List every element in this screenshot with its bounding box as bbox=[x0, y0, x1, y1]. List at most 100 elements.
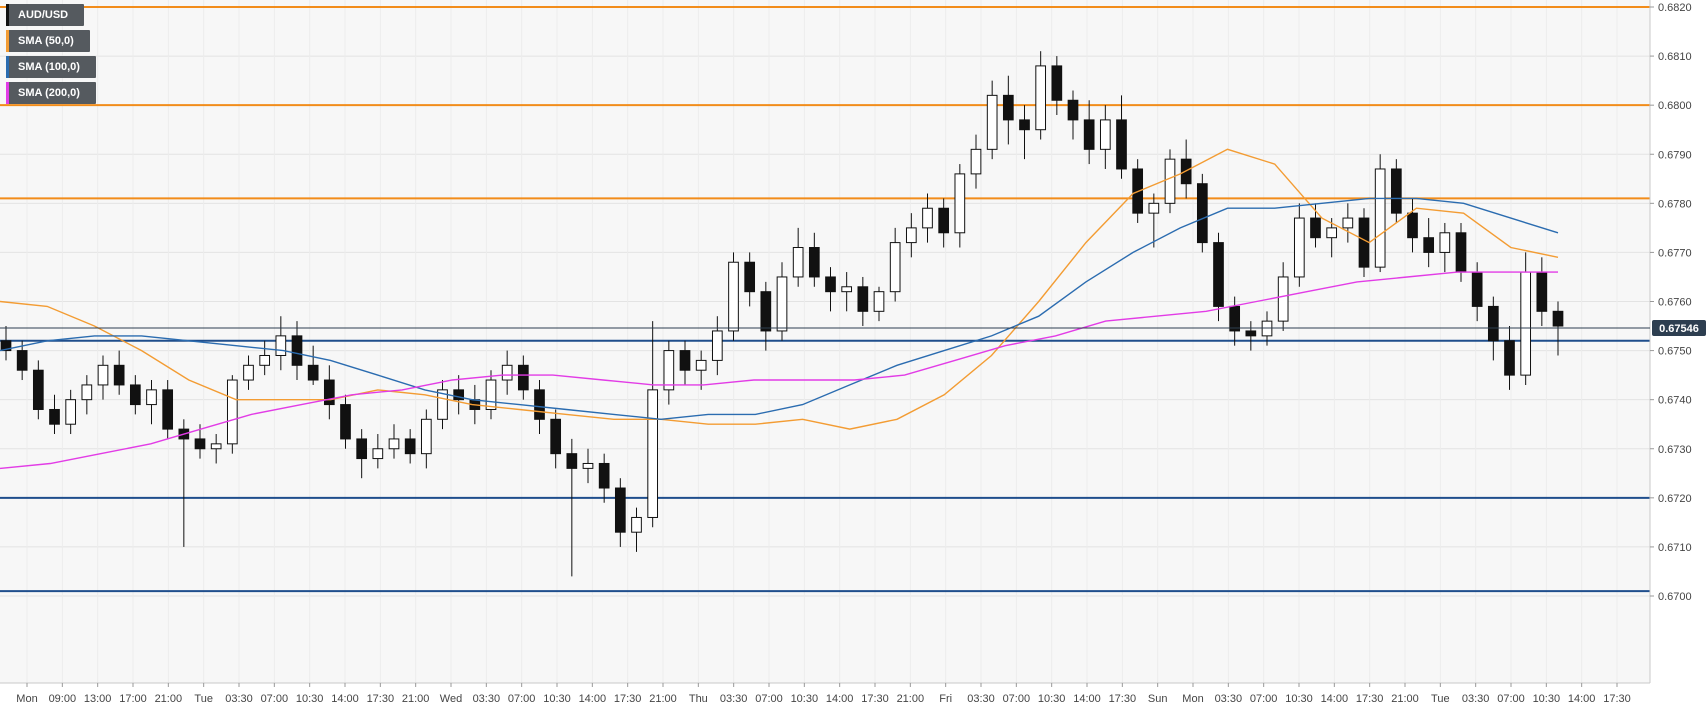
candle-body-66 bbox=[1067, 99, 1079, 121]
candle-27 bbox=[437, 380, 448, 430]
candle-89 bbox=[1439, 222, 1451, 273]
candle-31 bbox=[501, 350, 513, 395]
y-tick-label-5: 0.6770 bbox=[1658, 247, 1692, 259]
candle-body-4 bbox=[65, 399, 77, 425]
y-tick-label-9: 0.6730 bbox=[1658, 444, 1692, 456]
candle-59 bbox=[954, 164, 966, 248]
candle-34 bbox=[550, 409, 562, 469]
candle-body-1 bbox=[16, 350, 28, 371]
candle-body-22 bbox=[356, 438, 368, 460]
y-tick-label-10: 0.6720 bbox=[1658, 493, 1692, 505]
candle-82 bbox=[1326, 218, 1338, 258]
candle-body-3 bbox=[49, 408, 60, 425]
candle-61 bbox=[986, 80, 998, 160]
x-tick-label-3: 17:00 bbox=[119, 693, 147, 705]
candle-body-61 bbox=[986, 94, 998, 150]
candle-18 bbox=[291, 321, 303, 381]
candle-57 bbox=[922, 193, 933, 243]
candle-63 bbox=[1019, 105, 1030, 160]
candle-15 bbox=[243, 355, 254, 390]
candle-body-34 bbox=[550, 418, 562, 455]
candle-64 bbox=[1035, 51, 1047, 140]
candle-56 bbox=[905, 213, 917, 258]
y-tick-label-11: 0.6710 bbox=[1658, 542, 1692, 554]
candle-body-23 bbox=[372, 448, 384, 460]
current-price-badge bbox=[1652, 320, 1706, 337]
candle-body-17 bbox=[275, 335, 287, 356]
candle-83 bbox=[1342, 203, 1354, 243]
candle-body-79 bbox=[1277, 276, 1289, 322]
candle-body-12 bbox=[194, 438, 206, 450]
x-tick-label-14: 07:00 bbox=[508, 693, 536, 705]
candle-body-48 bbox=[776, 276, 788, 332]
legend-item-sma-50[interactable]: SMA (50,0) bbox=[6, 30, 90, 52]
candle-46 bbox=[744, 252, 756, 307]
candle-37 bbox=[598, 453, 610, 503]
candle-68 bbox=[1099, 105, 1111, 169]
candle-41 bbox=[663, 340, 675, 405]
legend-swatch-sma-200 bbox=[6, 82, 9, 104]
candle-38 bbox=[614, 478, 626, 547]
candle-26 bbox=[420, 409, 432, 469]
candle-body-51 bbox=[825, 276, 836, 293]
candle-28 bbox=[453, 375, 465, 415]
x-tick-label-28: 07:00 bbox=[1003, 693, 1031, 705]
candle-74 bbox=[1196, 173, 1208, 253]
y-tick-label-7: 0.6750 bbox=[1658, 346, 1692, 358]
x-tick-label-44: 14:00 bbox=[1568, 693, 1596, 705]
candle-body-14 bbox=[226, 379, 238, 445]
candle-body-90 bbox=[1455, 232, 1467, 273]
candle-72 bbox=[1164, 149, 1176, 214]
candle-body-18 bbox=[291, 335, 303, 366]
x-tick-label-19: Thu bbox=[689, 693, 708, 705]
x-tick-label-43: 10:30 bbox=[1533, 693, 1561, 705]
candle-0 bbox=[0, 326, 12, 361]
candle-body-5 bbox=[81, 384, 93, 401]
legend-item-pair[interactable]: AUD/USD bbox=[6, 4, 84, 26]
candle-69 bbox=[1116, 95, 1127, 179]
legend-item-sma-200[interactable]: SMA (200,0) bbox=[6, 82, 96, 104]
candle-body-7 bbox=[113, 364, 125, 386]
candle-14 bbox=[226, 375, 238, 454]
candle-body-50 bbox=[808, 247, 820, 278]
candle-42 bbox=[679, 340, 691, 385]
candle-54 bbox=[873, 286, 885, 322]
candle-21 bbox=[340, 394, 351, 449]
candle-body-13 bbox=[210, 443, 222, 450]
candles bbox=[0, 51, 1564, 577]
sma-line-0 bbox=[0, 148, 1559, 430]
candle-32 bbox=[517, 355, 529, 400]
candle-86 bbox=[1390, 159, 1402, 223]
candle-body-84 bbox=[1358, 217, 1370, 268]
x-tick-label-27: 03:30 bbox=[967, 693, 995, 705]
candle-36 bbox=[582, 448, 594, 484]
legend-label-sma-200: SMA (200,0) bbox=[18, 87, 80, 99]
x-tick-label-41: 03:30 bbox=[1462, 693, 1490, 705]
candle-body-65 bbox=[1051, 65, 1063, 101]
candle-47 bbox=[760, 281, 772, 351]
candle-39 bbox=[631, 507, 642, 552]
candle-93 bbox=[1504, 326, 1515, 390]
candle-body-36 bbox=[582, 462, 594, 469]
candle-body-21 bbox=[340, 404, 351, 440]
candle-24 bbox=[388, 424, 400, 459]
legend-item-sma-100[interactable]: SMA (100,0) bbox=[6, 56, 96, 78]
candle-60 bbox=[970, 134, 982, 189]
candle-5 bbox=[81, 375, 93, 415]
x-tick-label-13: 03:30 bbox=[473, 693, 501, 705]
sma-line-2 bbox=[0, 271, 1558, 470]
candle-body-87 bbox=[1407, 212, 1418, 239]
candle-body-62 bbox=[1002, 94, 1014, 121]
candle-body-45 bbox=[728, 261, 739, 332]
candle-body-72 bbox=[1164, 158, 1176, 204]
x-tick-label-20: 03:30 bbox=[720, 693, 748, 705]
x-tick-label-23: 14:00 bbox=[826, 693, 854, 705]
candle-66 bbox=[1067, 90, 1079, 140]
candle-7 bbox=[113, 350, 125, 395]
candle-body-24 bbox=[388, 438, 400, 450]
legend-swatch-sma-100 bbox=[6, 56, 9, 78]
candle-body-75 bbox=[1213, 242, 1224, 307]
x-tick-label-4: 21:00 bbox=[155, 693, 183, 705]
candle-body-16 bbox=[259, 354, 271, 366]
